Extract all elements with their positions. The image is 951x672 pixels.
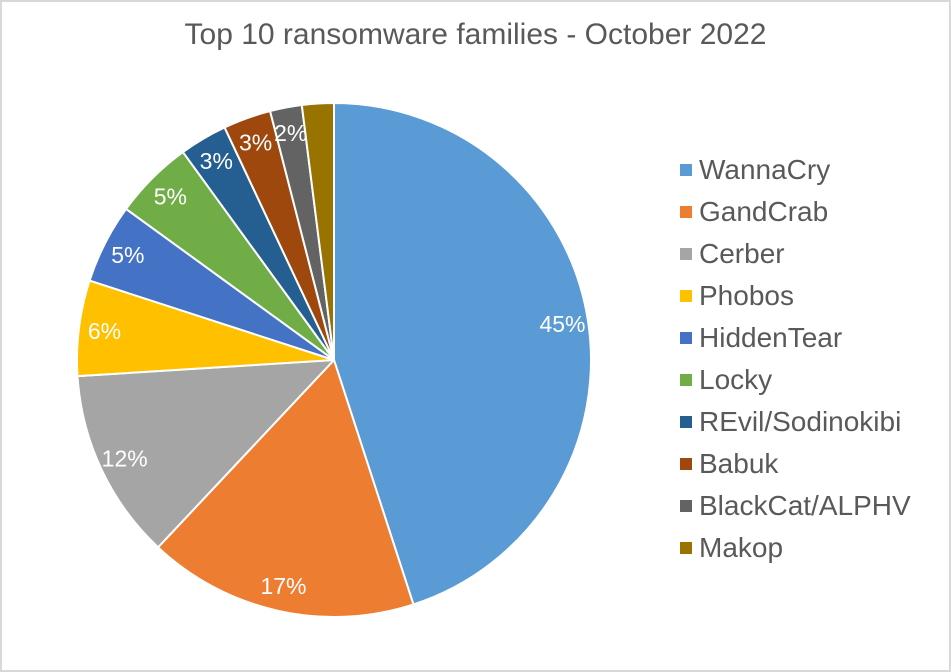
legend-swatch-cerber <box>680 248 692 260</box>
pie-slice-gandcrab <box>157 359 415 618</box>
legend-item-makop: Makop <box>680 527 911 569</box>
legend-swatch-babuk <box>680 458 692 470</box>
chart-legend: WannaCry GandCrab Cerber Phobos HiddenTear Lo… <box>680 149 911 569</box>
legend-swatch-revil-sodinokibi <box>680 416 692 428</box>
legend-label-locky: Locky <box>699 364 773 395</box>
pie-slice-cerber <box>76 359 335 549</box>
legend-item-hiddentear: HiddenTear <box>680 317 911 359</box>
legend-label-gandcrab: GandCrab <box>699 196 829 227</box>
pie-slice-makop <box>300 102 335 361</box>
legend-item-cerber: Cerber <box>680 233 911 275</box>
legend-swatch-locky <box>680 374 692 386</box>
legend-swatch-blackcat-alphv <box>680 500 692 512</box>
legend-item-locky: Locky <box>680 359 911 401</box>
legend-swatch-phobos <box>680 290 692 302</box>
slice-label-babuk: 3% <box>239 129 272 155</box>
legend-item-phobos: Phobos <box>680 275 911 317</box>
chart-title: Top 10 ransomware families - October 202… <box>184 18 767 51</box>
legend-swatch-hiddentear <box>680 332 692 344</box>
legend-item-babuk: Babuk <box>680 443 911 485</box>
legend-label-cerber: Cerber <box>699 238 785 269</box>
legend-label-babuk: Babuk <box>699 448 779 479</box>
legend-item-gandcrab: GandCrab <box>680 191 911 233</box>
slice-label-cerber: 12% <box>102 446 148 472</box>
slice-label-wannacry: 45% <box>539 311 585 337</box>
legend-label-wannacry: WannaCry <box>699 154 831 185</box>
slice-label-locky: 5% <box>154 183 187 209</box>
legend-label-phobos: Phobos <box>699 280 794 311</box>
pie-slice-wannacry <box>333 102 592 606</box>
slice-label-phobos: 6% <box>88 318 121 344</box>
legend-item-wannacry: WannaCry <box>680 149 911 191</box>
legend-label-hiddentear: HiddenTear <box>699 322 843 353</box>
slice-label-revil-sodinokibi: 3% <box>200 148 233 174</box>
legend-swatch-gandcrab <box>680 206 692 218</box>
slice-label-hiddentear: 5% <box>111 242 144 268</box>
legend-swatch-makop <box>680 542 692 554</box>
legend-label-makop: Makop <box>699 532 784 563</box>
slice-label-gandcrab: 17% <box>260 573 306 599</box>
legend-label-blackcat-alphv: BlackCat/ALPHV <box>699 490 911 521</box>
legend-label-revil-sodinokibi: REvil/Sodinokibi <box>699 406 902 437</box>
pie-chart: 45%17%12%6%5%5%3%3% 2% <box>76 102 592 618</box>
legend-item-blackcat-alphv: BlackCat/ALPHV <box>680 485 911 527</box>
slice-label-blackcat-alphv: 2% <box>274 120 307 146</box>
legend-item-revil-sodinokibi: REvil/Sodinokibi <box>680 401 911 443</box>
legend-swatch-wannacry <box>680 164 692 176</box>
